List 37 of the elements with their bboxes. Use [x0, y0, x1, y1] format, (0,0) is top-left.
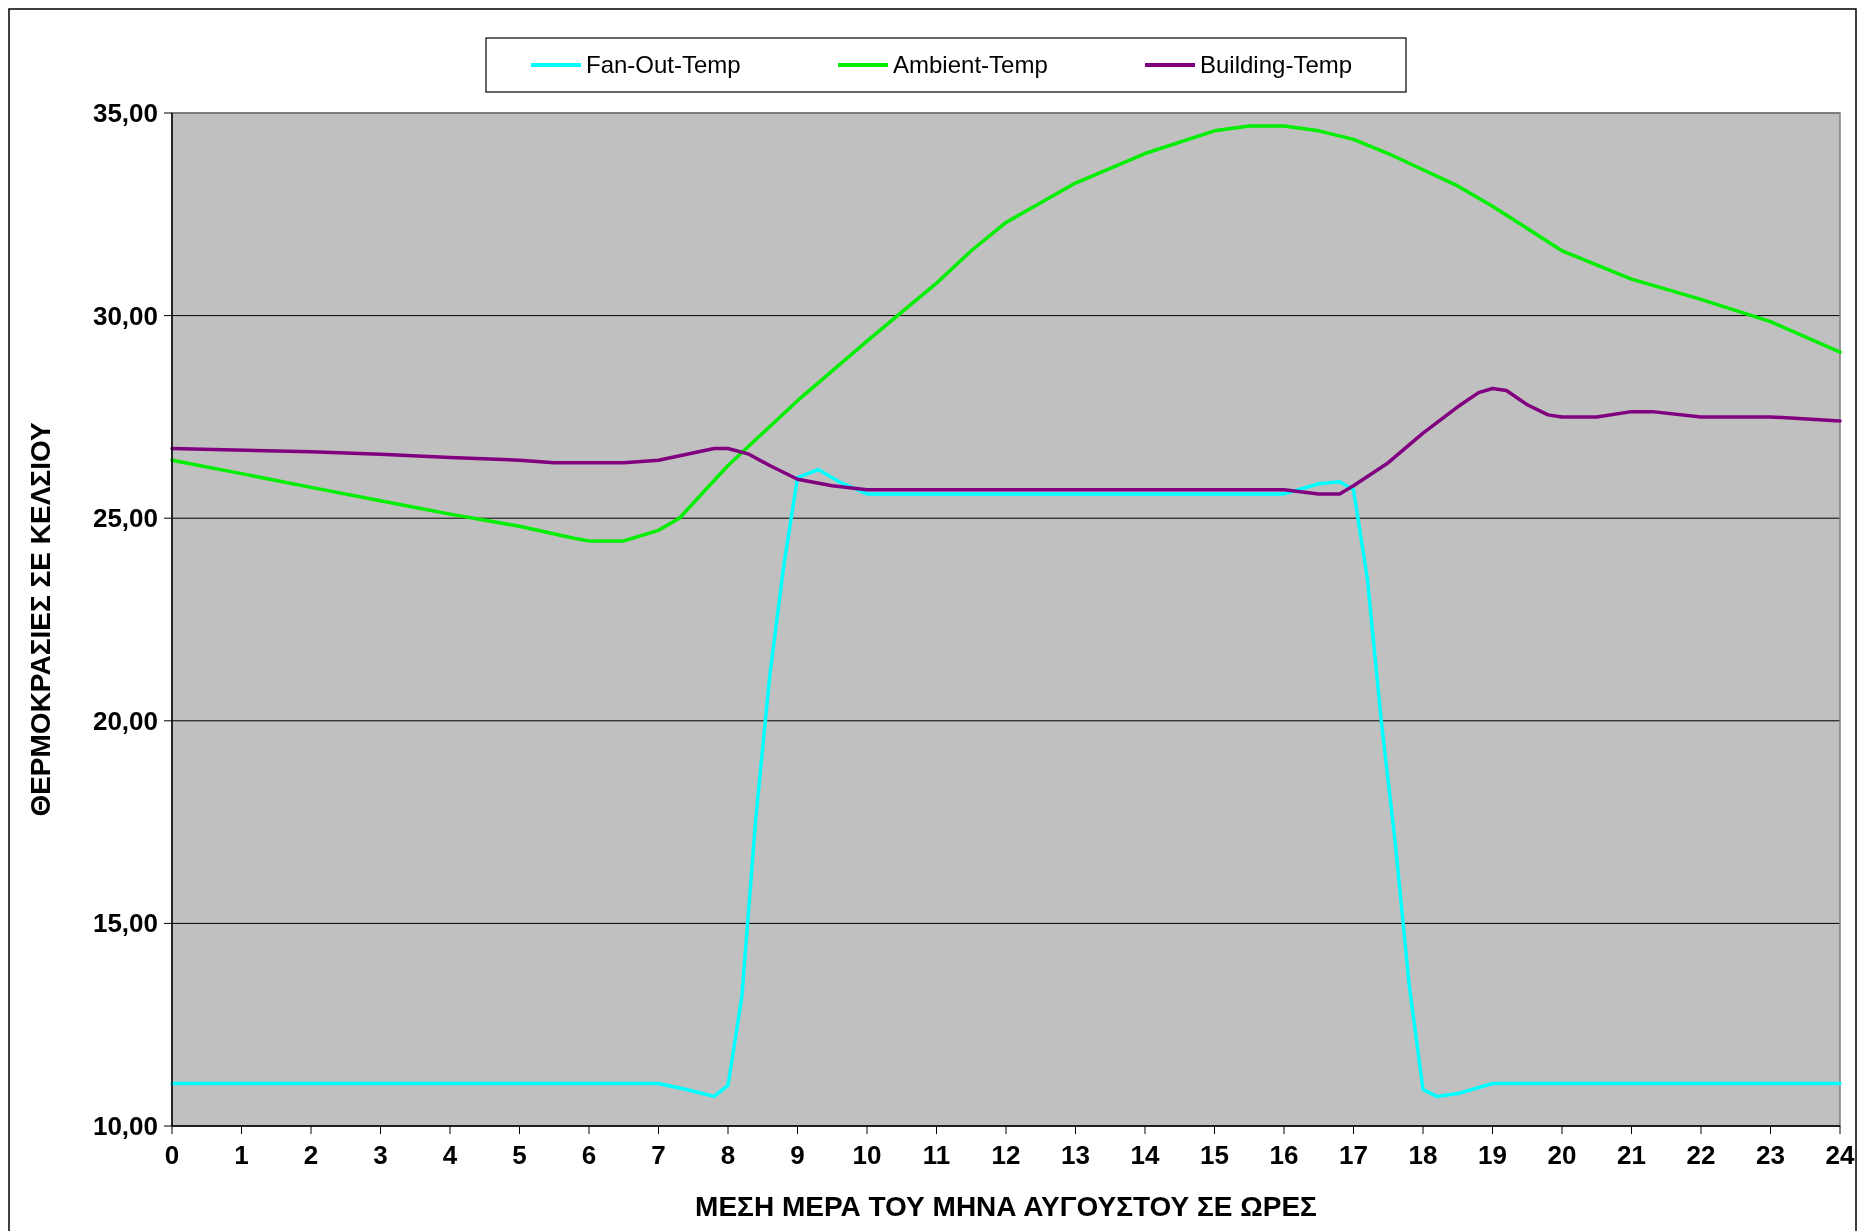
x-tick-label: 16	[1269, 1140, 1299, 1170]
x-tick-label: 11	[922, 1140, 951, 1170]
legend-label: Building-Temp	[1200, 51, 1353, 78]
x-tick-label: 3	[373, 1140, 388, 1170]
x-tick-label: 0	[164, 1140, 180, 1170]
x-tick-label: 23	[1756, 1140, 1785, 1170]
y-tick-label: 20,00	[92, 705, 158, 736]
legend-label: Ambient-Temp	[893, 51, 1048, 78]
x-tick-label: 4	[442, 1140, 458, 1170]
y-tick-label: 35,00	[92, 98, 158, 128]
y-tick-label: 10,00	[92, 1111, 158, 1141]
line-series	[170, 386, 1842, 496]
x-tick-label: 2	[303, 1140, 319, 1170]
x-tick-label: 21	[1617, 1140, 1646, 1170]
y-tick-label: 30,00	[92, 300, 158, 331]
x-tick-label: 12	[991, 1140, 1021, 1170]
y-tick-label: 15,00	[92, 908, 158, 939]
x-axis-title: ΜΕΣΗ ΜΕΡΑ ΤΟΥ ΜΗΝΑ ΑΥΓΟΥΣΤΟΥ ΣΕ ΩΡΕΣ	[695, 1191, 1317, 1222]
x-tick-label: 10	[852, 1140, 882, 1170]
x-tick-label: 19	[1478, 1140, 1507, 1170]
x-tick-label: 9	[790, 1140, 805, 1170]
y-axis-title: ΘΕΡΜΟΚΡΑΣΙΕΣ ΣΕ ΚΕΛΣΙΟΥ	[25, 422, 56, 817]
x-tick-label: 8	[720, 1140, 736, 1170]
x-tick-label: 6	[581, 1140, 597, 1170]
x-tick-label: 22	[1686, 1140, 1716, 1170]
x-tick-label: 7	[651, 1140, 666, 1170]
x-tick-label: 18	[1408, 1140, 1438, 1170]
x-tick-label: 1	[234, 1140, 249, 1170]
x-tick-label: 20	[1547, 1140, 1577, 1170]
x-tick-label: 17	[1339, 1140, 1368, 1170]
y-tick-label: 25,00	[92, 503, 158, 534]
x-tick-label: 5	[512, 1140, 527, 1170]
x-tick-label: 15	[1200, 1140, 1229, 1170]
x-tick-label: 13	[1061, 1140, 1090, 1170]
legend-label: Fan-Out-Temp	[586, 51, 741, 78]
x-tick-label: 14	[1130, 1140, 1160, 1170]
x-tick-label: 24	[1825, 1140, 1855, 1170]
